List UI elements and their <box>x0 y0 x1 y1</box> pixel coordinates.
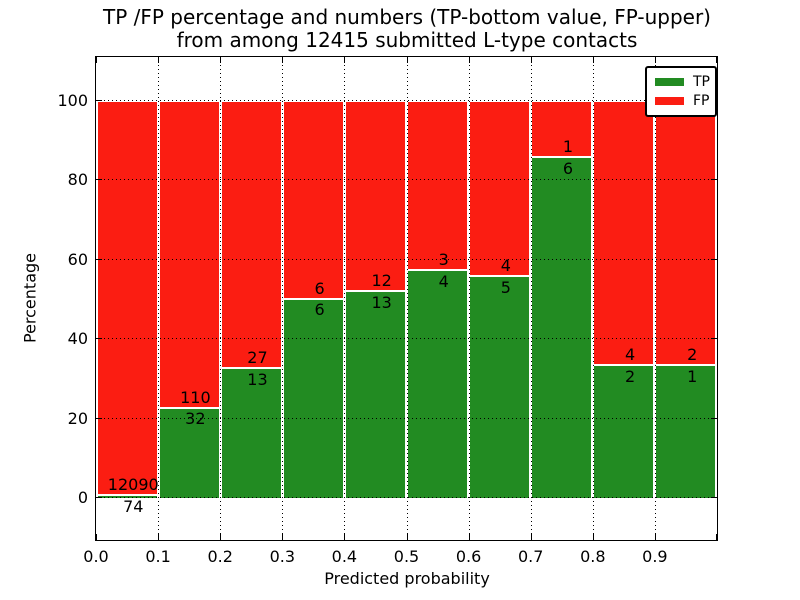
x-tick-label: 0.5 <box>393 547 420 566</box>
x-tick-label: 0.4 <box>331 547 358 566</box>
bar-count-label-tp: 6 <box>314 300 325 320</box>
bar-segment-tp <box>408 271 468 498</box>
bar-count-label-tp: 32 <box>185 409 206 429</box>
bar-count-label-fp: 4 <box>500 256 511 276</box>
legend: TP FP <box>645 66 717 117</box>
bar-count-label-fp: 1 <box>562 136 574 156</box>
tp-color-swatch <box>655 77 684 86</box>
y-axis-label: Percentage <box>20 252 40 344</box>
bar-count-label-fp: 2 <box>687 344 698 364</box>
bar-segment-tp <box>470 277 530 498</box>
bar-count-label-tp: 2 <box>624 366 636 386</box>
bar-count-label-tp: 5 <box>500 278 511 298</box>
chart-title: TP /FP percentage and numbers (TP-bottom… <box>96 6 718 52</box>
bar-count-label-tp: 4 <box>438 272 449 292</box>
plot-area: 12090 74 110 32 27 13 6 6 12 13 3 4 4 5 1 6 4 2 2 1 <box>95 56 718 541</box>
bar-count-label-fp: 12090 <box>107 474 159 494</box>
bar-segment-tp <box>159 408 219 498</box>
x-tick-label: 0.3 <box>269 547 296 566</box>
bar-count-label-tp: 6 <box>562 158 574 178</box>
y-tick-label: 20 <box>67 408 88 428</box>
bar-segment-fp <box>283 101 343 300</box>
x-tick-label: 0.9 <box>642 547 668 566</box>
bar-segment-fp <box>470 101 530 278</box>
bar-count-label-tp: 74 <box>123 496 144 516</box>
bar-segment-fp <box>97 101 157 496</box>
bar-count-label-fp: 6 <box>314 278 325 298</box>
gridline-vertical <box>530 57 532 540</box>
x-axis-label: Predicted probability <box>324 569 490 588</box>
bar-segment-fp <box>345 101 405 292</box>
bar-count-label-fp: 3 <box>438 250 449 270</box>
x-tick-label: 0.8 <box>580 547 606 566</box>
y-tick-label: 60 <box>67 249 88 269</box>
x-tick-label: 0.1 <box>145 547 171 566</box>
bar-segment-fp <box>532 101 592 158</box>
x-tick-label: 0.0 <box>83 547 109 566</box>
gridline-vertical <box>158 57 160 540</box>
y-tick-label: 80 <box>67 170 88 190</box>
legend-label-fp: FP <box>693 92 710 109</box>
bar-count-label-fp: 27 <box>247 347 268 367</box>
bar-segment-tp <box>345 291 405 498</box>
gridline-vertical <box>654 57 656 540</box>
x-tick-mark <box>716 534 717 540</box>
gridline-vertical <box>468 57 470 540</box>
legend-item-tp: TP <box>655 72 715 91</box>
bar-count-label-tp: 1 <box>687 366 698 386</box>
bar-segment-fp <box>159 101 219 409</box>
bar-segment-fp <box>408 101 468 272</box>
x-tick-label: 0.7 <box>517 547 544 566</box>
y-tick-label: 100 <box>57 91 88 111</box>
bar-segment-fp <box>656 101 716 366</box>
bar-segment-tp <box>656 365 716 498</box>
bar-count-label-fp: 12 <box>371 270 392 290</box>
x-tick-mark <box>96 57 97 63</box>
chart-title-line1: TP /FP percentage and numbers (TP-bottom… <box>103 5 711 29</box>
gridline-vertical <box>592 57 594 540</box>
bar-segment-tp <box>97 495 157 498</box>
chart-title-line2: from among 12415 submitted L-type contac… <box>176 28 638 52</box>
bar-segment-tp <box>532 157 592 498</box>
legend-item-fp: FP <box>655 91 715 110</box>
x-tick-label: 0.6 <box>455 547 482 566</box>
bar-count-label-fp: 110 <box>180 387 211 407</box>
bar-segment-tp <box>594 365 654 498</box>
fp-color-swatch <box>655 96 684 105</box>
gridline-vertical <box>344 57 346 540</box>
y-tick-label: 40 <box>67 329 88 349</box>
x-tick-mark <box>96 534 97 540</box>
x-tick-label: 0.2 <box>207 547 233 566</box>
bar-segment-tp <box>221 368 281 498</box>
gridline-vertical <box>220 57 222 540</box>
bar-count-label-tp: 13 <box>371 292 392 312</box>
bar-count-label-tp: 13 <box>247 369 268 389</box>
x-tick-mark <box>716 57 717 63</box>
gridline-vertical <box>406 57 408 540</box>
bar-segment-fp <box>594 101 654 366</box>
bar-segment-tp <box>283 299 343 498</box>
bar-segment-fp <box>221 101 281 369</box>
y-tick-label: 0 <box>77 487 88 507</box>
gridline-vertical <box>282 57 284 540</box>
legend-label-tp: TP <box>693 73 710 90</box>
bar-count-label-fp: 4 <box>624 344 636 364</box>
